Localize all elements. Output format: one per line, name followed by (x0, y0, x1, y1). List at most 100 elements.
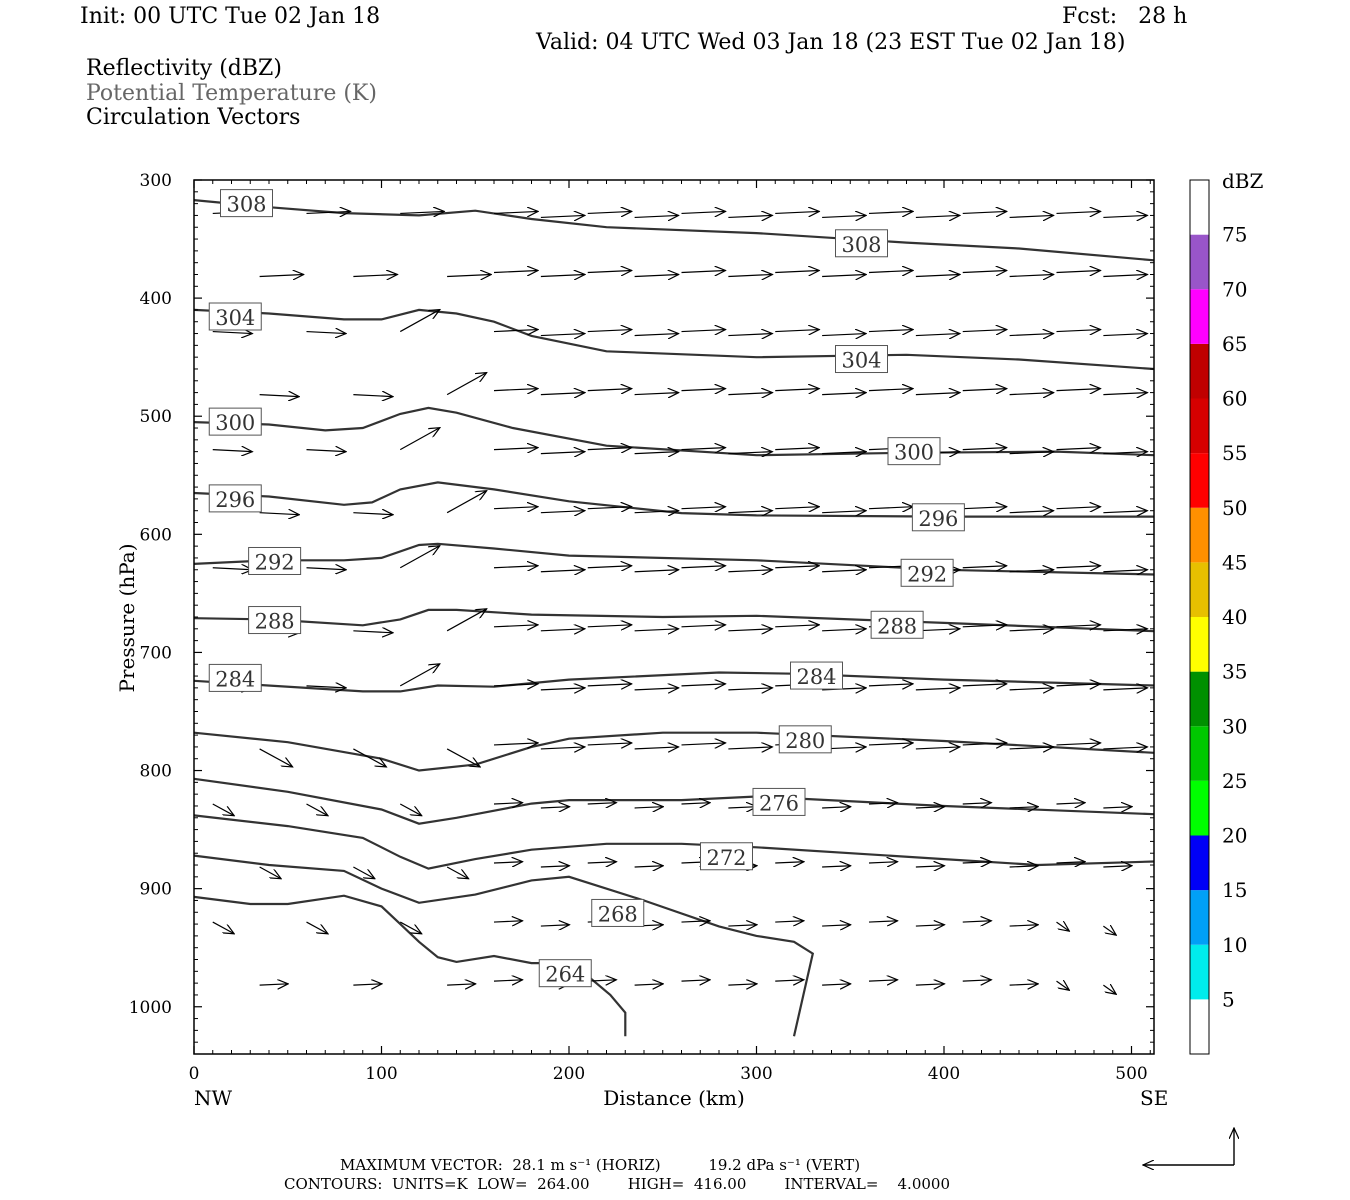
circulation-vector (540, 215, 585, 217)
circulation-vector (1103, 807, 1132, 808)
contour-label-box (778, 725, 832, 754)
circulation-vector (540, 511, 585, 513)
y-tick-label: 400 (140, 289, 172, 309)
colorbar-tick-label: 50 (1222, 496, 1247, 520)
colorbar-segment-above-75 (1190, 180, 1209, 235)
circulation-vector (493, 743, 538, 745)
init-time: Init: 00 UTC Tue 02 Jan 18 (80, 4, 381, 29)
contour-label-box (911, 503, 965, 532)
circulation-vector (915, 984, 945, 985)
circulation-vector (399, 428, 440, 451)
theta-contour-296 (193, 481, 1154, 518)
colorbar-segment-45 (1190, 507, 1209, 563)
circulation-vector (775, 980, 804, 981)
circulation-vector (1056, 803, 1086, 804)
circulation-vector (446, 609, 487, 632)
circulation-vector (353, 631, 393, 633)
circulation-vector (399, 546, 440, 569)
theta-contour-264 (193, 894, 627, 1037)
circulation-vector (962, 862, 992, 863)
circulation-vector (1103, 274, 1147, 276)
circulation-vector (493, 980, 523, 981)
circulation-vector (775, 330, 819, 332)
circulation-vector (1103, 452, 1147, 454)
circulation-vector (540, 274, 585, 276)
circulation-vector (775, 270, 819, 272)
circulation-vector (728, 452, 772, 454)
circulation-vector (915, 747, 960, 749)
circulation-vector (1009, 215, 1054, 217)
circulation-vector (259, 274, 304, 276)
colorbar-segment-40 (1190, 562, 1209, 617)
circulation-vector (493, 684, 538, 686)
circulation-vector (1009, 274, 1054, 276)
y-tick-label: 700 (140, 643, 172, 663)
circulation-vector (775, 862, 804, 863)
contour-label: 308 (226, 193, 266, 217)
circulation-vector (1056, 507, 1101, 509)
field-title-circulation-vectors: Circulation Vectors (86, 105, 301, 130)
circulation-vector (822, 334, 866, 336)
circulation-vector (962, 625, 1007, 627)
circulation-vector (634, 215, 679, 217)
circulation-vector (681, 389, 726, 391)
circulation-vector (306, 686, 347, 688)
circulation-vector (1056, 448, 1101, 450)
colorbar-segment-25 (1190, 726, 1209, 781)
circulation-vector (1056, 211, 1101, 213)
circulation-vector (1103, 985, 1116, 994)
circulation-vector (728, 570, 772, 572)
circulation-vector (587, 389, 632, 391)
contour-label-box (887, 437, 941, 466)
contour-label: 292 (907, 562, 947, 586)
circulation-vector (306, 803, 328, 816)
circulation-vector (1056, 684, 1101, 686)
circulation-vector (493, 803, 523, 804)
circulation-vector (540, 925, 570, 926)
circulation-vector (728, 393, 772, 395)
colorbar-segment-65 (1190, 289, 1209, 344)
circulation-vector (822, 807, 851, 808)
circulation-vector (306, 450, 347, 452)
circulation-vector (681, 566, 726, 568)
circulation-vector (962, 389, 1007, 391)
circulation-vector (868, 803, 898, 804)
x-endpoint-nw: NW (194, 1086, 233, 1110)
theta-contour-300 (193, 406, 1155, 457)
circulation-vector (446, 748, 480, 767)
circulation-vector (775, 507, 819, 509)
circulation-vector (1056, 862, 1086, 863)
colorbar-tick-label: 15 (1222, 878, 1247, 902)
circulation-vector (493, 330, 538, 332)
field-title-potential-temperature: Potential Temperature (K) (86, 81, 377, 106)
circulation-vector (822, 274, 866, 276)
contour-label-box (835, 345, 888, 374)
circulation-vector (1056, 330, 1101, 332)
contour-label: 284 (796, 665, 836, 689)
circulation-vector (868, 330, 913, 332)
y-tick-label: 800 (140, 762, 172, 782)
contour-label: 272 (706, 846, 746, 870)
circulation-vector (822, 984, 851, 985)
circulation-vector (728, 688, 772, 690)
circulation-vector (306, 332, 347, 334)
circulation-vector (540, 393, 585, 395)
contour-label-box (538, 959, 592, 988)
circulation-vector (868, 507, 913, 509)
circulation-vector (868, 211, 913, 213)
circulation-vector (306, 921, 328, 934)
circulation-vector (212, 568, 253, 570)
colorbar-tick-label: 5 (1222, 987, 1235, 1011)
circulation-vector (681, 330, 726, 332)
theta-contour-288 (193, 608, 1155, 633)
circulation-vector (728, 925, 757, 926)
circulation-vector (775, 448, 819, 450)
circulation-vector (1103, 334, 1147, 336)
colorbar-tick-label: 75 (1222, 223, 1247, 247)
circulation-vector (681, 270, 726, 272)
circulation-vector (353, 748, 386, 767)
circulation-vector (962, 211, 1007, 213)
circulation-vector (1009, 629, 1054, 631)
circulation-vector (1009, 452, 1054, 454)
colorbar-tick-label: 35 (1222, 660, 1247, 684)
